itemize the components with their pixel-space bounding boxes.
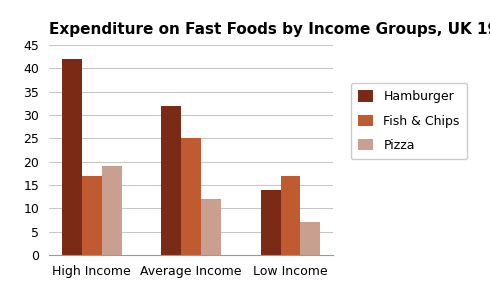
Bar <box>62 59 82 255</box>
Bar <box>161 106 181 255</box>
Bar <box>300 222 320 255</box>
Bar <box>82 176 101 255</box>
Bar <box>201 199 221 255</box>
Bar <box>261 190 281 255</box>
Bar <box>181 138 201 255</box>
Bar <box>281 176 300 255</box>
Legend: Hamburger, Fish & Chips, Pizza: Hamburger, Fish & Chips, Pizza <box>351 83 467 159</box>
Bar <box>101 166 122 255</box>
Text: Expenditure on Fast Foods by Income Groups, UK 1990: Expenditure on Fast Foods by Income Grou… <box>49 22 490 37</box>
